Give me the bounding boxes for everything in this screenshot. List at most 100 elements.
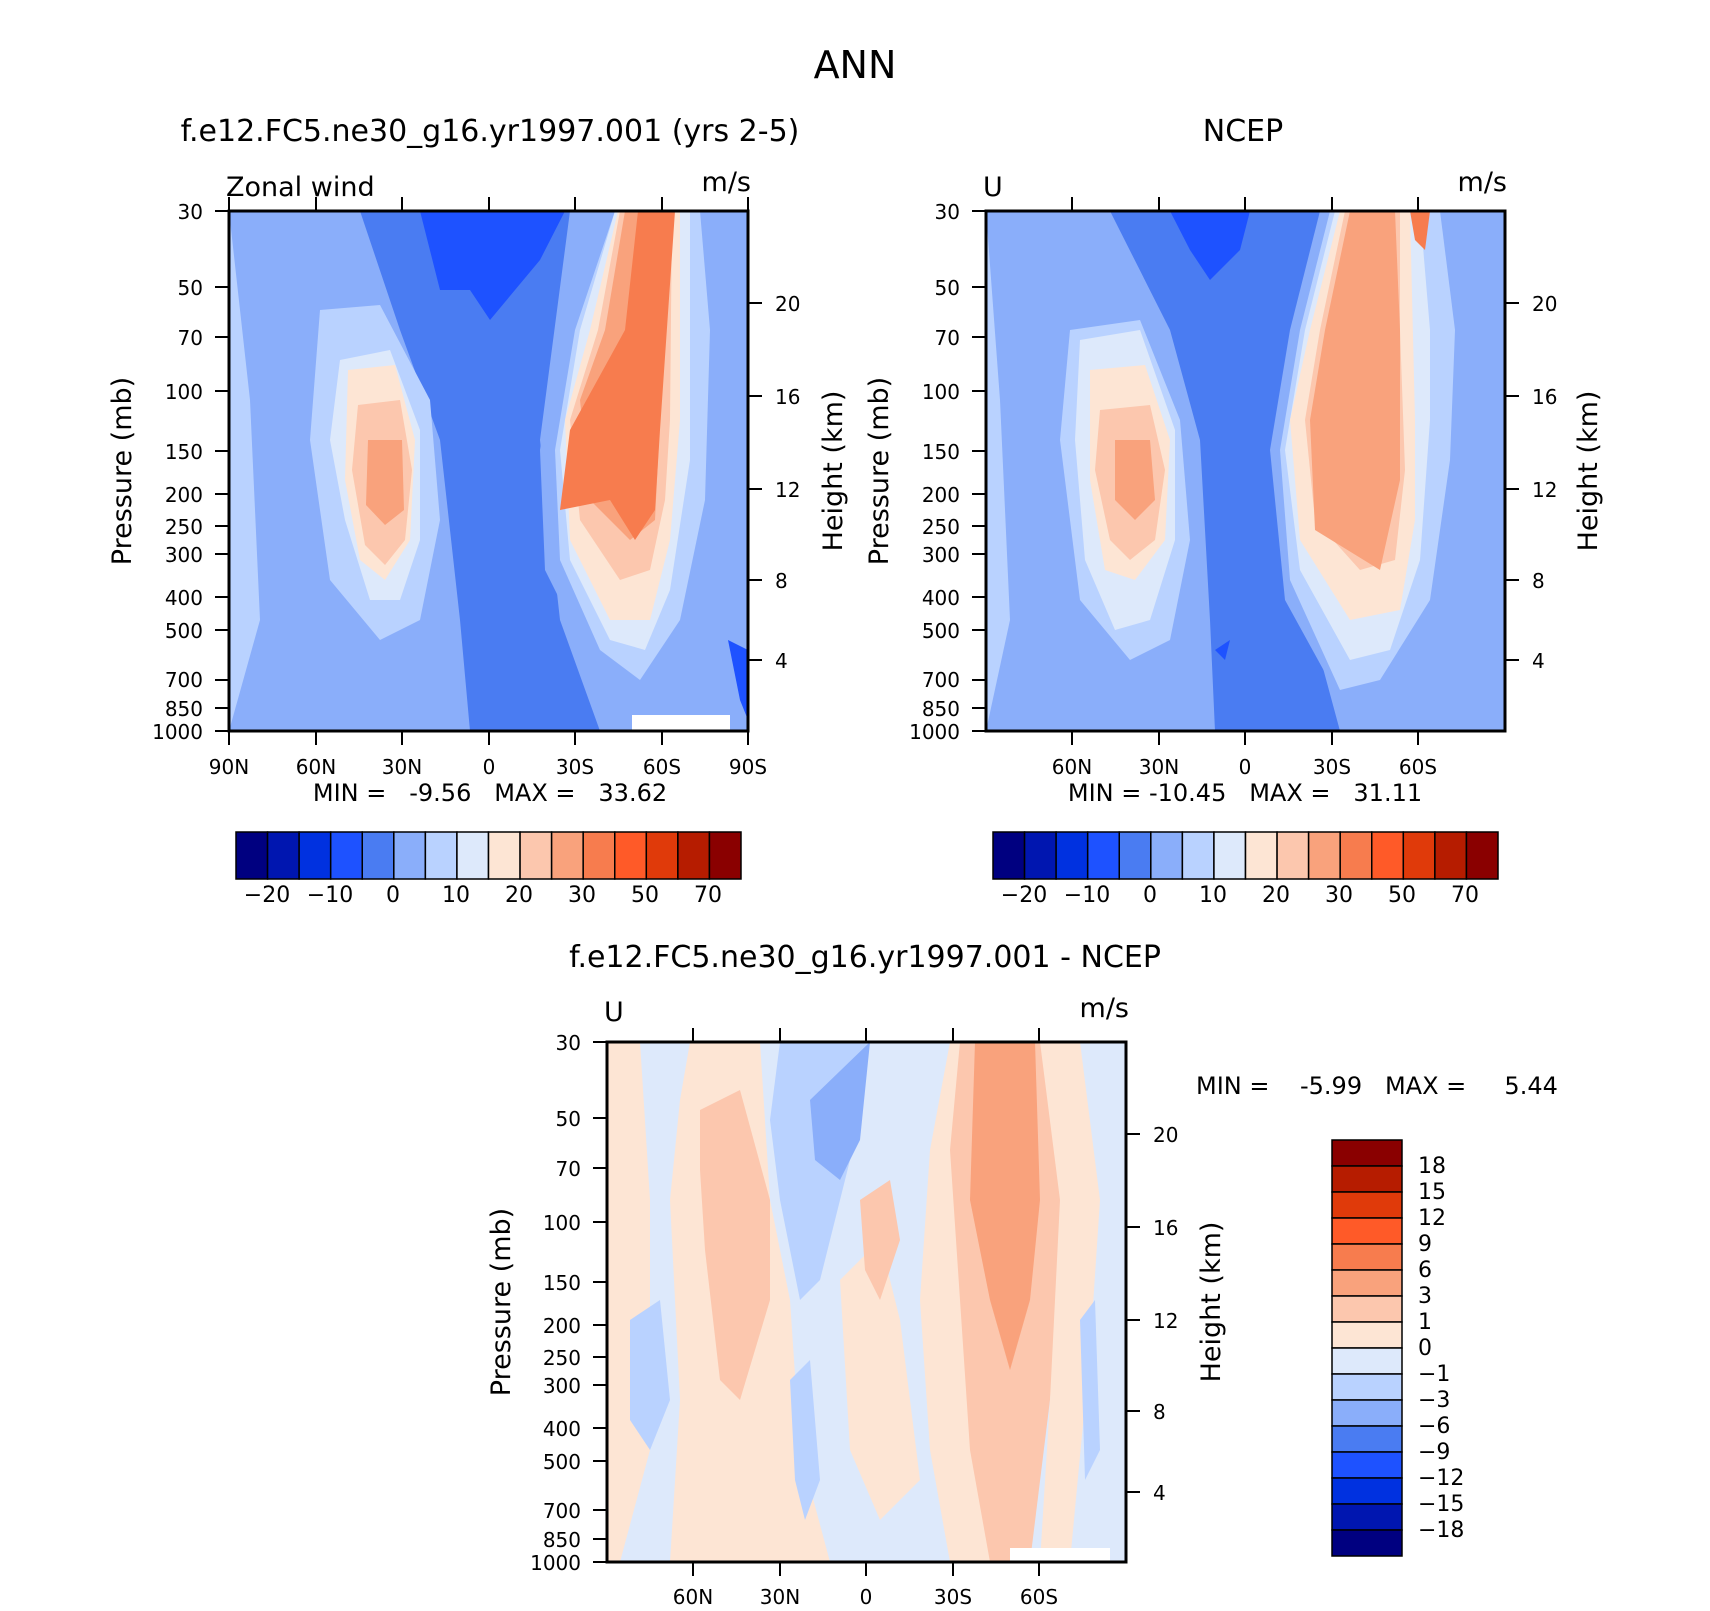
panel-model-ylabel-left: Pressure (mb) [107,377,138,565]
p-tick-100: 100 [165,380,203,404]
cb3-swatch [1331,1217,1403,1245]
panel-model-left-axis: 30 50 70 100 150 200 250 300 400 500 700… [107,200,229,744]
svg-text:20: 20 [1153,1123,1178,1147]
h-tick-12: 12 [775,478,800,502]
cb2-swatch [1213,831,1247,880]
cb1-swatch [582,831,616,880]
svg-text:700: 700 [922,668,960,692]
cb1-label-0: 0 [386,883,400,908]
cb1-label--20: −20 [244,883,290,908]
svg-text:850: 850 [543,1528,581,1552]
svg-text:10: 10 [1199,883,1227,908]
svg-text:12: 12 [1532,478,1557,502]
panel-model-unit: m/s [702,167,751,198]
svg-text:−15: −15 [1418,1492,1464,1517]
svg-text:0: 0 [860,1585,873,1609]
lat-tick-90S: 90S [729,755,767,779]
panel-model-right-axis: 20 16 12 8 4 Height (km) [748,292,849,673]
main-title: ANN [814,43,897,87]
panel-ncep-ylabel-left: Pressure (mb) [864,377,895,565]
lat-tick-0: 0 [483,755,496,779]
svg-text:200: 200 [543,1314,581,1338]
svg-text:16: 16 [1532,385,1557,409]
panel-ncep-right-axis: 20 16 12 8 4 Height (km) [1505,292,1604,673]
h-tick-20: 20 [775,292,800,316]
cb1-label-20: 20 [505,883,533,908]
cb1-label-70: 70 [694,883,722,908]
panel-diff-x-axis: 60N 30N 0 30S 60S [673,1028,1058,1609]
svg-text:300: 300 [922,543,960,567]
p-tick-70: 70 [178,326,203,350]
cb3-swatch [1331,1477,1403,1505]
p-tick-400: 400 [165,586,203,610]
cb1-swatch [645,831,679,880]
cb1-swatch [298,831,332,880]
svg-text:30: 30 [1325,883,1353,908]
cb3-swatch [1331,1425,1403,1453]
h-tick-16: 16 [775,385,800,409]
cb2-swatch [1276,831,1310,880]
lat-tick-90N: 90N [209,755,249,779]
panel-ncep-field [984,209,1507,733]
panel-ncep-x-axis: 60N 30N 0 30S 60S [1052,197,1437,779]
svg-text:500: 500 [543,1450,581,1474]
svg-text:1000: 1000 [909,720,960,744]
svg-text:12: 12 [1153,1309,1178,1333]
svg-text:4: 4 [1153,1481,1166,1505]
h-tick-8: 8 [775,569,788,593]
lat-tick-30N: 30N [382,755,422,779]
cb1-swatch [266,831,300,880]
panel-ncep-stats: MIN = -10.45 MAX = 31.11 [1068,779,1422,807]
lat-tick-60S: 60S [643,755,681,779]
cb2-swatch [1181,831,1215,880]
p-tick-500: 500 [165,619,203,643]
panel-ncep-left-label: U [983,172,1003,203]
panel-ncep-title: NCEP [1203,114,1283,149]
svg-text:3: 3 [1418,1284,1432,1309]
cb1-swatch [235,831,269,880]
cb1-label-30: 30 [568,883,596,908]
svg-text:30S: 30S [934,1585,972,1609]
cb3-swatch [1331,1529,1403,1557]
panel-ncep-ylabel-right: Height (km) [1573,391,1604,552]
svg-text:700: 700 [543,1499,581,1523]
svg-text:30S: 30S [1313,755,1351,779]
svg-text:0: 0 [1239,755,1252,779]
svg-text:100: 100 [922,380,960,404]
cb2-swatch [1307,831,1341,880]
cb2-swatch [1244,831,1278,880]
svg-text:300: 300 [543,1374,581,1398]
cb2-swatch [1086,831,1120,880]
cb2-swatch [1371,831,1405,880]
panel-diff-stats: MIN = -5.99 MAX = 5.44 [1196,1072,1558,1100]
cb2-swatch [1023,831,1057,880]
svg-text:30: 30 [935,200,960,224]
panel-diff: f.e12.FC5.ne30_g16.yr1997.001 - NCEP U m… [486,940,1558,1609]
panel-diff-left-axis: 30 50 70 100 150 200 250 300 400 500 700… [486,1031,607,1575]
svg-text:1000: 1000 [530,1551,581,1575]
cb2-swatch [992,831,1026,880]
p-tick-700: 700 [165,668,203,692]
cb2-swatch [1055,831,1089,880]
panel-model-x-axis: 90N 60N 30N 0 30S 60S 90S [209,197,767,779]
svg-text:12: 12 [1418,1206,1446,1231]
svg-text:70: 70 [935,326,960,350]
svg-text:30N: 30N [760,1585,800,1609]
svg-text:70: 70 [1451,883,1479,908]
cb1-swatch [677,831,711,880]
cb2-swatch [1339,831,1373,880]
svg-text:15: 15 [1418,1180,1446,1205]
panel-ncep-unit: m/s [1458,167,1507,198]
svg-text:20: 20 [1532,292,1557,316]
panel-model-colorbar [235,831,742,880]
cb3-swatch [1331,1243,1403,1271]
panel-ncep-left-axis: 30 50 70 100 150 200 250 300 400 500 700… [864,200,986,744]
cb3-swatch [1331,1321,1403,1349]
cb1-label-50: 50 [631,883,659,908]
panel-diff-ylabel-left: Pressure (mb) [486,1208,517,1396]
h-tick-4: 4 [775,649,788,673]
cb1-swatch [456,831,490,880]
svg-text:4: 4 [1532,649,1545,673]
cb1-swatch [519,831,553,880]
svg-text:0: 0 [1143,883,1157,908]
